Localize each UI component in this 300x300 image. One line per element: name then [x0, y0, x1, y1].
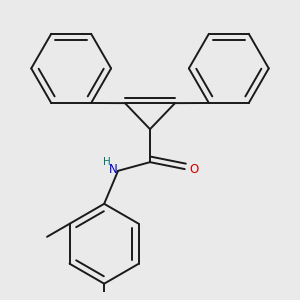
Text: H: H — [103, 157, 111, 167]
Text: O: O — [190, 163, 199, 176]
Text: N: N — [109, 163, 117, 176]
